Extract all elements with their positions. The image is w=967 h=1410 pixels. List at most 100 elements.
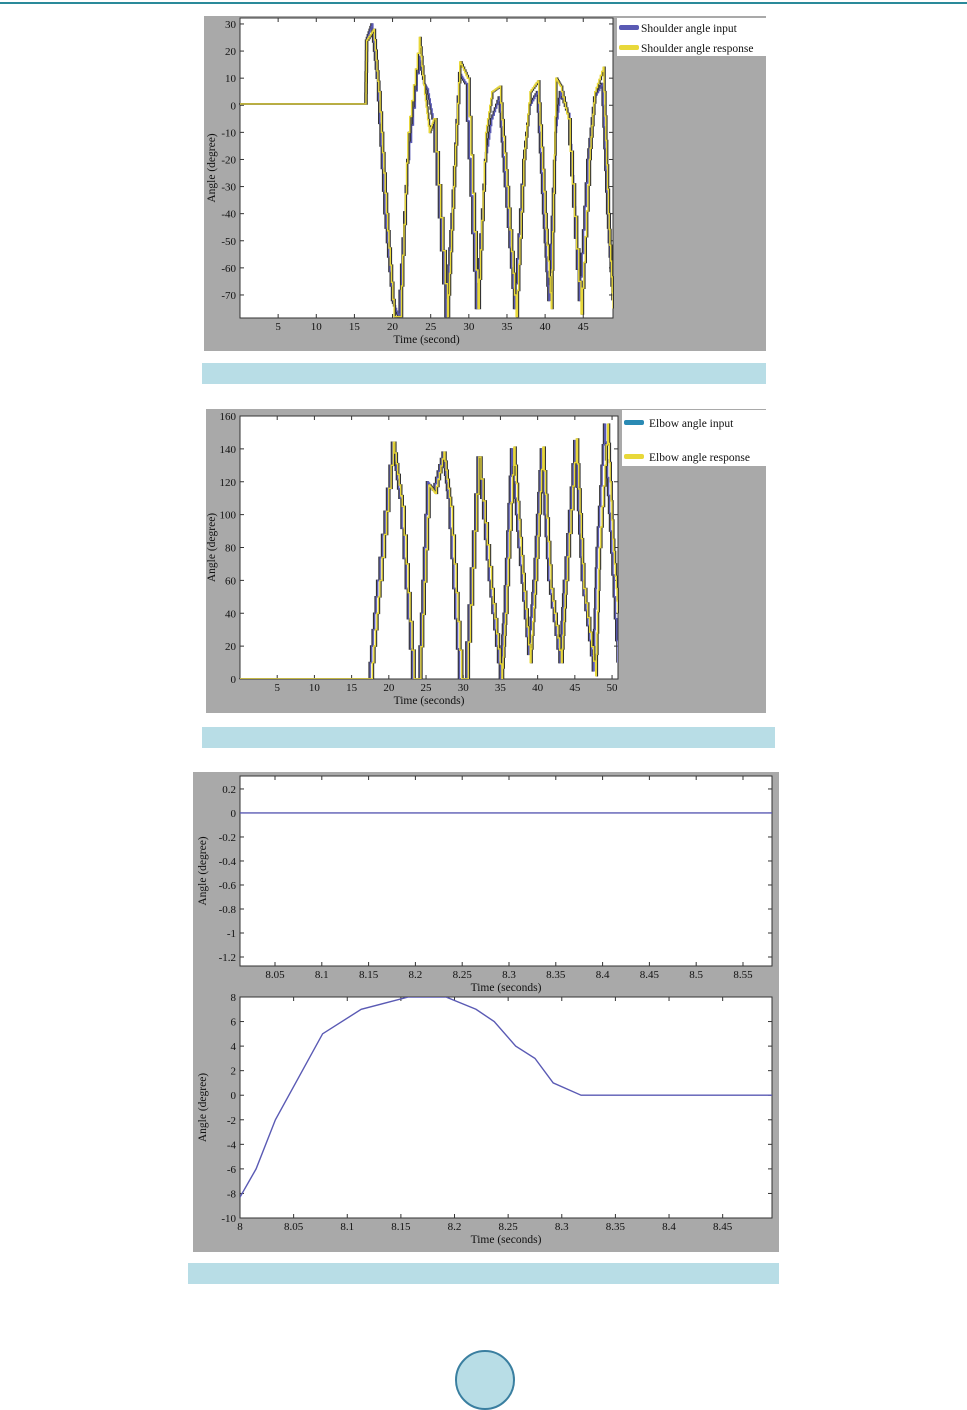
y-tick-label: 20 bbox=[225, 46, 237, 58]
x-tick-label: 20 bbox=[387, 321, 399, 333]
x-tick-label: 40 bbox=[532, 682, 544, 694]
legend-label: Shoulder angle response bbox=[641, 43, 753, 55]
y-tick-label: 100 bbox=[220, 510, 237, 522]
x-tick-label: 8.3 bbox=[555, 1221, 569, 1233]
figure-1-caption bbox=[202, 363, 766, 384]
y-axis-label: Angle (degree) bbox=[197, 1073, 209, 1142]
x-tick-label: 20 bbox=[383, 682, 395, 694]
x-tick-label: 15 bbox=[346, 682, 358, 694]
x-tick-label: 8.35 bbox=[606, 1221, 626, 1233]
x-tick-label: 45 bbox=[569, 682, 581, 694]
y-tick-label: -30 bbox=[221, 182, 236, 194]
y-tick-label: 2 bbox=[231, 1066, 237, 1078]
y-tick-label: -0.6 bbox=[219, 880, 237, 892]
x-tick-label: 8.15 bbox=[391, 1221, 411, 1233]
y-tick-label: -20 bbox=[221, 154, 236, 166]
x-tick-label: 8.2 bbox=[448, 1221, 462, 1233]
series-line-2 bbox=[240, 423, 618, 679]
chart-2: 5 10 15 20 25 30 35 40 45 50 160 140 120 100 80 60 40 20 0… bbox=[206, 410, 766, 707]
x-tick-label: 8.45 bbox=[640, 969, 660, 981]
x-tick-label: 30 bbox=[463, 321, 475, 333]
x-tick-label: 10 bbox=[309, 682, 321, 694]
y-tick-label: -1.2 bbox=[219, 952, 236, 964]
y-tick-label: -10 bbox=[221, 127, 236, 139]
x-tick-label: 8.05 bbox=[265, 969, 285, 981]
x-tick-label: 40 bbox=[540, 321, 552, 333]
y-tick-label: 0.2 bbox=[222, 784, 236, 796]
plot-area bbox=[239, 775, 773, 967]
x-tick-label: 8.25 bbox=[453, 969, 473, 981]
x-tick-label: 30 bbox=[458, 682, 470, 694]
x-axis-label: Time (second) bbox=[393, 334, 460, 346]
y-tick-label: -0.2 bbox=[219, 832, 236, 844]
x-tick-label: 8.4 bbox=[596, 969, 610, 981]
x-tick-label: 8.45 bbox=[713, 1221, 733, 1233]
header-rule bbox=[0, 2, 967, 4]
y-tick-label: 20 bbox=[225, 641, 237, 653]
y-tick-label: 0 bbox=[231, 808, 237, 820]
x-tick-label: 8.25 bbox=[499, 1221, 519, 1233]
x-tick-label: 25 bbox=[425, 321, 437, 333]
figure-3-caption bbox=[188, 1263, 779, 1284]
x-tick-label: 8.4 bbox=[662, 1221, 676, 1233]
y-tick-label: 8 bbox=[231, 992, 237, 1004]
x-tick-label: 5 bbox=[275, 321, 281, 333]
x-tick-label: 8.1 bbox=[315, 969, 329, 981]
y-tick-label: 0 bbox=[231, 1090, 237, 1102]
chart-3: 8.05 8.1 8.15 8.2 8.25 8.3 8.35 8.4 8.45 8.5 8.55 0… bbox=[197, 775, 773, 994]
legend-label: Shoulder angle input bbox=[641, 23, 738, 35]
y-tick-label: 10 bbox=[225, 73, 237, 85]
y-tick-label: 140 bbox=[220, 444, 237, 456]
y-tick-label: -1 bbox=[227, 928, 236, 940]
y-axis-label: Angle (degree) bbox=[197, 836, 209, 905]
x-tick-label: 8.3 bbox=[502, 969, 516, 981]
y-tick-label: -10 bbox=[221, 1213, 236, 1225]
y-tick-label: 30 bbox=[225, 19, 237, 31]
legend-box bbox=[622, 410, 766, 466]
x-tick-label: 8 bbox=[237, 1221, 243, 1233]
x-tick-label: 35 bbox=[495, 682, 507, 694]
x-axis-label: Time (seconds) bbox=[394, 695, 465, 707]
x-tick-label: 50 bbox=[607, 682, 619, 694]
chart-1: 5 10 15 20 25 30 35 40 45 30 20 10 0 -10 -20 -30 -40 -50 -… bbox=[206, 17, 766, 346]
plot-area bbox=[239, 996, 773, 1219]
x-tick-label: 8.55 bbox=[733, 969, 753, 981]
x-tick-label: 8.1 bbox=[340, 1221, 354, 1233]
x-tick-label: 8.2 bbox=[409, 969, 423, 981]
series-shadow-line bbox=[241, 423, 619, 679]
legend-swatch bbox=[624, 454, 644, 459]
y-tick-label: -4 bbox=[227, 1139, 237, 1151]
x-tick-label: 10 bbox=[311, 321, 323, 333]
y-tick-label: 0 bbox=[231, 100, 237, 112]
x-tick-label: 5 bbox=[274, 682, 280, 694]
legend-box bbox=[617, 18, 766, 56]
series-line-1 bbox=[240, 997, 772, 1198]
legend-swatch bbox=[619, 25, 639, 30]
page-number-badge bbox=[455, 1350, 515, 1410]
y-tick-label: 4 bbox=[231, 1041, 237, 1053]
series-line-2 bbox=[240, 28, 613, 318]
chart-4: 8 8.05 8.1 8.15 8.2 8.25 8.3 8.35 8.4 8.45 8 6 4 2 0 -2… bbox=[197, 992, 773, 1246]
y-tick-label: 80 bbox=[225, 543, 237, 555]
y-tick-label: -8 bbox=[227, 1188, 237, 1200]
y-tick-label: -2 bbox=[227, 1115, 236, 1127]
y-tick-label: 60 bbox=[225, 575, 237, 587]
x-tick-label: 8.05 bbox=[284, 1221, 304, 1233]
y-axis-label: Angle (degree) bbox=[206, 133, 218, 202]
y-tick-label: 160 bbox=[220, 411, 237, 423]
x-tick-label: 8.15 bbox=[359, 969, 379, 981]
y-tick-label: -50 bbox=[221, 236, 236, 248]
y-tick-label: 6 bbox=[231, 1017, 237, 1029]
y-tick-label: -0.4 bbox=[219, 856, 237, 868]
y-tick-label: -60 bbox=[221, 263, 236, 275]
legend-swatch bbox=[619, 45, 639, 50]
x-tick-label: 8.35 bbox=[546, 969, 566, 981]
y-tick-label: -6 bbox=[227, 1164, 237, 1176]
plot-area bbox=[239, 17, 614, 319]
x-tick-label: 25 bbox=[421, 682, 433, 694]
legend-swatch bbox=[624, 420, 644, 425]
x-axis-label: Time (seconds) bbox=[471, 982, 542, 994]
figure-2-caption bbox=[202, 727, 775, 748]
legend-label: Elbow angle response bbox=[649, 452, 750, 464]
